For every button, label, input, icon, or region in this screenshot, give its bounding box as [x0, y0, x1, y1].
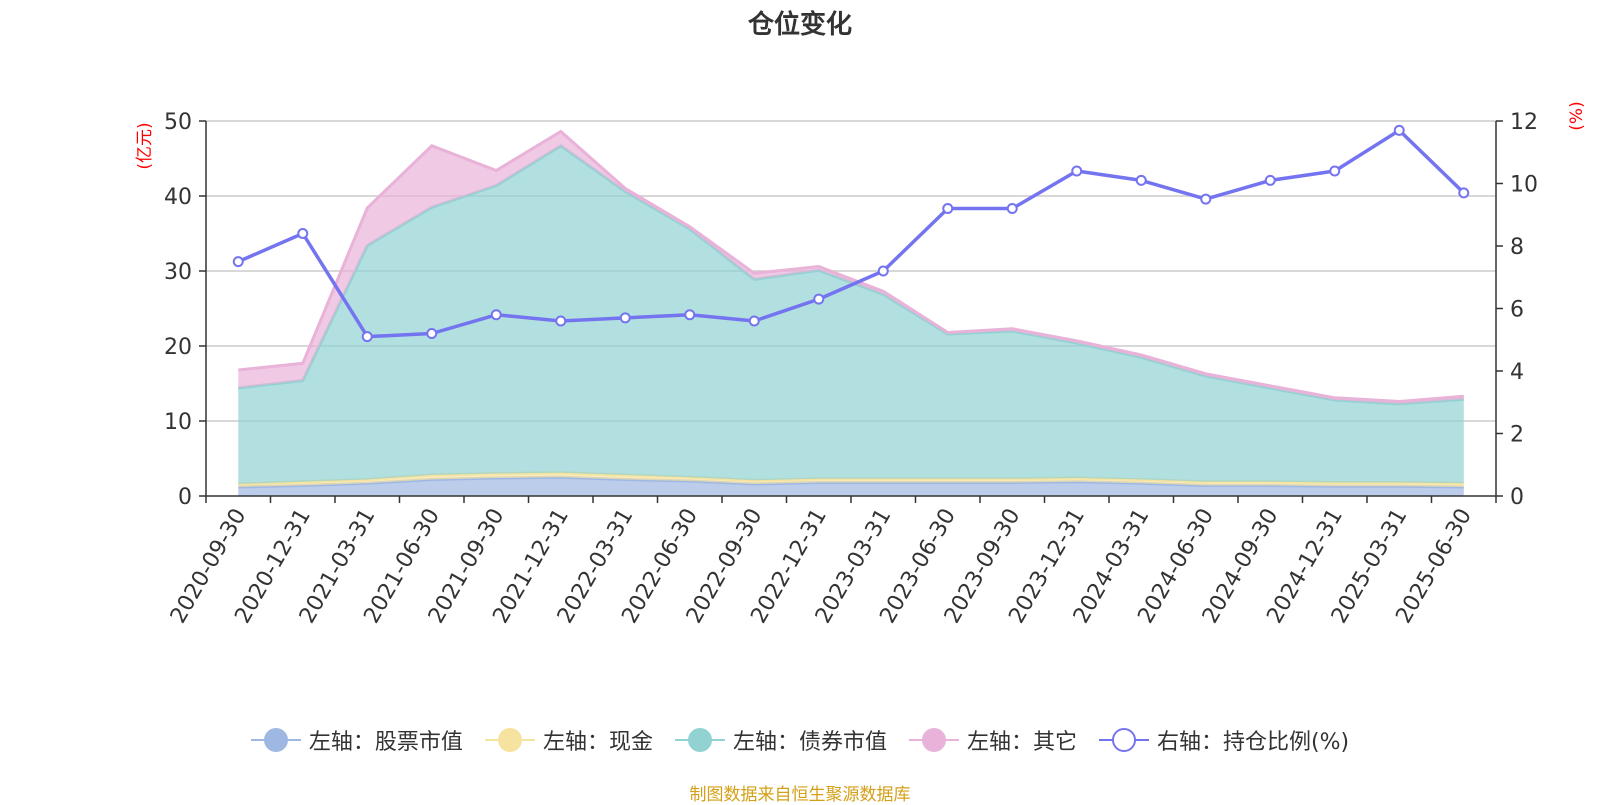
legend-item[interactable]: 右轴：持仓比例(%) [1098, 724, 1350, 756]
area-左轴：债券市值 [238, 145, 1464, 485]
left-tick-label: 50 [164, 110, 192, 135]
line-point [748, 315, 760, 327]
left-tick-label: 30 [164, 260, 192, 285]
legend-label: 右轴：持仓比例(%) [1156, 730, 1350, 755]
chart-legend: 左轴：股票市值 左轴：现金 左轴：债券市值 左轴：其它 右轴：持仓比例(%) [0, 722, 1600, 758]
line-point [297, 228, 309, 239]
legend-circle-icon [250, 727, 301, 753]
legend-label: 左轴：现金 [542, 730, 653, 755]
right-tick-label: 6 [1510, 298, 1524, 323]
right-axis-unit: (%) [1567, 101, 1587, 130]
line-point [555, 315, 567, 327]
area-layer [238, 129, 1464, 496]
legend-label: 左轴：债券市值 [732, 730, 887, 755]
chart-plot: 01020304050024681012(亿元)(%)2020-09-30202… [135, 101, 1587, 627]
line-point [490, 309, 502, 321]
right-tick-label: 12 [1510, 110, 1538, 135]
right-tick-label: 4 [1510, 360, 1524, 385]
line-point [1393, 124, 1405, 136]
right-tick-label: 8 [1510, 235, 1524, 260]
legend-circle-icon [484, 727, 535, 753]
source-note: 制图数据来自恒生聚源数据库 [689, 785, 911, 805]
legend-circle-icon [674, 727, 725, 753]
line-point [361, 331, 373, 343]
line-point [1329, 165, 1341, 177]
line-layer [232, 124, 1470, 343]
left-tick-label: 10 [164, 410, 192, 435]
legend-item[interactable]: 左轴：股票市值 [250, 724, 463, 756]
legend-label: 左轴：其它 [966, 730, 1077, 755]
legend-item[interactable]: 左轴：其它 [908, 724, 1077, 756]
line-point [877, 265, 889, 277]
line-point [232, 256, 244, 268]
legend-item[interactable]: 左轴：现金 [484, 724, 653, 756]
area-左轴：股票市值 [238, 477, 1464, 496]
line-point [942, 203, 954, 214]
line-point [1200, 193, 1212, 205]
chart-title: 仓位变化 [747, 10, 852, 40]
legend-label: 左轴：股票市值 [308, 730, 463, 755]
left-tick-label: 20 [164, 335, 192, 360]
line-point [684, 309, 696, 321]
line-point [1264, 174, 1276, 186]
left-tick-label: 0 [178, 485, 192, 510]
line-point [1135, 174, 1147, 186]
right-tick-label: 2 [1510, 423, 1524, 448]
line-series [237, 128, 1466, 339]
line-point [1458, 187, 1470, 199]
legend-item[interactable]: 左轴：债券市值 [674, 724, 887, 756]
line-point [426, 328, 438, 339]
left-axis-unit: (亿元) [135, 122, 155, 169]
right-tick-label: 10 [1510, 173, 1538, 198]
area-edge-左轴：其它 [238, 129, 1464, 404]
legend-circle-icon [1098, 727, 1149, 753]
line-point [1071, 165, 1083, 177]
legend-circle-icon [908, 727, 959, 753]
line-point [1006, 203, 1018, 214]
left-tick-label: 40 [164, 185, 192, 210]
line-point [619, 312, 631, 324]
right-tick-label: 0 [1510, 485, 1524, 510]
line-point [813, 293, 825, 305]
